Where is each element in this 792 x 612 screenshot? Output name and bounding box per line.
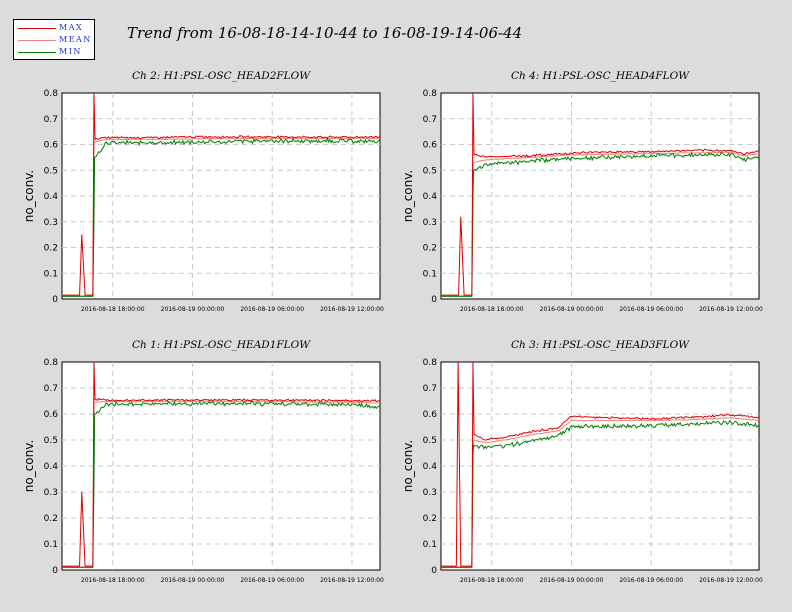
y-axis-label: no_conv. [22, 440, 36, 492]
legend-label-mean: MEAN [59, 35, 92, 44]
legend-swatch-min [18, 52, 56, 53]
legend-item-max: MAX [14, 22, 94, 34]
y-tick-label: 0.6 [423, 410, 438, 420]
x-tick-label: 2016-08-18 18:00:00 [460, 306, 524, 313]
x-tick-label: 2016-08-19 06:00:00 [619, 306, 683, 313]
x-tick-label: 2016-08-19 12:00:00 [320, 306, 384, 313]
y-tick-label: 0.1 [423, 269, 437, 279]
x-tick-label: 2016-08-19 00:00:00 [161, 306, 225, 313]
y-tick-label: 0.7 [423, 384, 437, 394]
y-tick-label: 0.4 [423, 462, 438, 472]
y-tick-label: 0.7 [44, 115, 58, 125]
y-axis-label: no_conv. [401, 440, 415, 492]
y-tick-label: 0.8 [44, 358, 59, 368]
series-line-max [441, 361, 760, 567]
y-tick-label: 0.1 [44, 540, 58, 550]
x-tick-label: 2016-08-19 12:00:00 [699, 577, 763, 584]
legend-item-min: MIN [14, 46, 94, 58]
y-tick-label: 0.5 [423, 166, 437, 176]
y-axis-label: no_conv. [22, 170, 36, 222]
y-tick-label: 0.6 [44, 410, 59, 420]
y-tick-label: 0.1 [423, 540, 437, 550]
chart-panel-0: 0 0.1 0.2 0.3 0.4 0.5 0.6 0.7 0.8 2016-08-18 18:0… [22, 70, 384, 313]
y-axis-label: no_conv. [401, 170, 415, 222]
chart-title: Ch 1: H1:PSL-OSC_HEAD1FLOW [132, 339, 311, 351]
y-tick-label: 0.7 [423, 115, 437, 125]
y-tick-label: 0.8 [423, 358, 438, 368]
x-tick-label: 2016-08-18 18:00:00 [460, 577, 524, 584]
y-tick-label: 0.5 [44, 166, 58, 176]
series-line-mean [441, 417, 760, 568]
x-tick-label: 2016-08-19 06:00:00 [619, 577, 683, 584]
chart-title: Ch 2: H1:PSL-OSC_HEAD2FLOW [132, 70, 311, 82]
y-tick-label: 0.2 [44, 514, 58, 524]
series-line-min [62, 400, 381, 568]
series-line-min [441, 419, 760, 568]
legend-swatch-mean [18, 40, 56, 41]
legend-label-max: MAX [59, 23, 84, 32]
x-tick-label: 2016-08-19 00:00:00 [540, 306, 604, 313]
y-tick-label: 0.6 [423, 141, 438, 151]
legend-swatch-max [18, 28, 56, 29]
x-tick-label: 2016-08-19 06:00:00 [240, 577, 304, 584]
chart-title: Ch 3: H1:PSL-OSC_HEAD3FLOW [511, 339, 690, 351]
y-tick-label: 0.8 [423, 89, 438, 99]
x-tick-label: 2016-08-19 12:00:00 [699, 306, 763, 313]
x-tick-label: 2016-08-19 06:00:00 [240, 306, 304, 313]
y-tick-label: 0.3 [44, 218, 58, 228]
x-tick-label: 2016-08-19 12:00:00 [320, 577, 384, 584]
y-tick-label: 0.8 [44, 89, 59, 99]
y-tick-label: 0.2 [423, 244, 437, 254]
series-line-max [62, 361, 381, 567]
y-tick-label: 0 [431, 295, 437, 305]
chart-panel-2: 0 0.1 0.2 0.3 0.4 0.5 0.6 0.7 0.8 2016-08-18 18:0… [22, 339, 384, 584]
y-tick-label: 0 [52, 295, 58, 305]
series-line-max [441, 92, 760, 296]
y-tick-label: 0.3 [423, 218, 437, 228]
legend-item-mean: MEAN [14, 34, 94, 46]
series-line-min [441, 151, 760, 297]
y-tick-label: 0 [52, 566, 58, 576]
y-tick-label: 0 [431, 566, 437, 576]
chart-panel-3: 0 0.1 0.2 0.3 0.4 0.5 0.6 0.7 0.8 2016-08-18 18:0… [401, 339, 763, 584]
legend: MAX MEAN MIN [13, 19, 95, 60]
y-tick-label: 0.2 [423, 514, 437, 524]
series-line-mean [441, 151, 760, 297]
y-tick-label: 0.4 [423, 192, 438, 202]
y-tick-label: 0.3 [44, 488, 58, 498]
legend-label-min: MIN [59, 47, 82, 56]
y-tick-label: 0.6 [44, 141, 59, 151]
chart-title: Ch 4: H1:PSL-OSC_HEAD4FLOW [511, 70, 690, 82]
x-tick-label: 2016-08-19 00:00:00 [540, 577, 604, 584]
page-title: Trend from 16-08-18-14-10-44 to 16-08-19… [127, 24, 523, 42]
y-tick-label: 0.7 [44, 384, 58, 394]
y-tick-label: 0.4 [44, 462, 59, 472]
y-tick-label: 0.3 [423, 488, 437, 498]
x-tick-label: 2016-08-18 18:00:00 [81, 577, 145, 584]
x-tick-label: 2016-08-18 18:00:00 [81, 306, 145, 313]
y-tick-label: 0.1 [44, 269, 58, 279]
y-tick-label: 0.4 [44, 192, 59, 202]
chart-panel-1: 0 0.1 0.2 0.3 0.4 0.5 0.6 0.7 0.8 2016-08-18 18:0… [401, 70, 763, 313]
y-tick-label: 0.2 [44, 244, 58, 254]
y-tick-label: 0.5 [423, 436, 437, 446]
series-line-max [62, 92, 381, 296]
series-line-min [62, 137, 381, 297]
y-tick-label: 0.5 [44, 436, 58, 446]
x-tick-label: 2016-08-19 00:00:00 [161, 577, 225, 584]
